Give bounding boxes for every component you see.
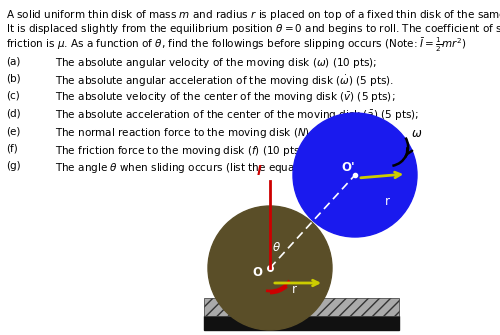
Text: (d): (d) <box>6 109 20 119</box>
Text: friction is $\mu$. As a function of $\theta$, find the followings before slippin: friction is $\mu$. As a function of $\th… <box>6 36 466 55</box>
Bar <box>204 298 399 316</box>
Text: r: r <box>385 195 390 208</box>
Text: (a): (a) <box>6 56 20 66</box>
Text: The absolute velocity of the center of the moving disk ($\bar{v}$) (5 pts);: The absolute velocity of the center of t… <box>55 91 396 105</box>
Text: The friction force to the moving disk ($f$) (10 pts);: The friction force to the moving disk ($… <box>55 143 307 157</box>
Text: The absolute acceleration of the center of the moving disk ($\bar{a}$) (5 pts);: The absolute acceleration of the center … <box>55 109 419 123</box>
Text: A solid uniform thin disk of mass $m$ and radius $r$ is placed on top of a fixed: A solid uniform thin disk of mass $m$ an… <box>6 8 500 22</box>
Text: It is displaced slightly from the equilibrium position $\theta = 0$ and begins t: It is displaced slightly from the equili… <box>6 22 500 36</box>
Bar <box>204 316 399 330</box>
Text: (b): (b) <box>6 73 20 83</box>
Text: The angle $\theta$ when sliding occurs (list the equation only) (10 pts).: The angle $\theta$ when sliding occurs (… <box>55 161 392 175</box>
Text: The absolute angular acceleration of the moving disk ($\dot{\omega}$) (5 pts).: The absolute angular acceleration of the… <box>55 73 394 89</box>
Text: (c): (c) <box>6 91 20 101</box>
Text: The normal reaction force to the moving disk ($N$) (5 pts);: The normal reaction force to the moving … <box>55 126 351 140</box>
Text: (f): (f) <box>6 143 18 153</box>
Text: O': O' <box>341 161 354 174</box>
Circle shape <box>293 113 417 237</box>
Text: The absolute angular velocity of the moving disk ($\omega$) (10 pts);: The absolute angular velocity of the mov… <box>55 56 377 70</box>
Text: (e): (e) <box>6 126 20 136</box>
Text: r: r <box>292 283 297 296</box>
Circle shape <box>208 206 332 330</box>
Text: O: O <box>252 266 262 279</box>
Text: (g): (g) <box>6 161 20 171</box>
Text: l: l <box>257 165 261 178</box>
Text: $\theta$: $\theta$ <box>272 241 281 254</box>
Text: $\omega$: $\omega$ <box>411 127 422 140</box>
